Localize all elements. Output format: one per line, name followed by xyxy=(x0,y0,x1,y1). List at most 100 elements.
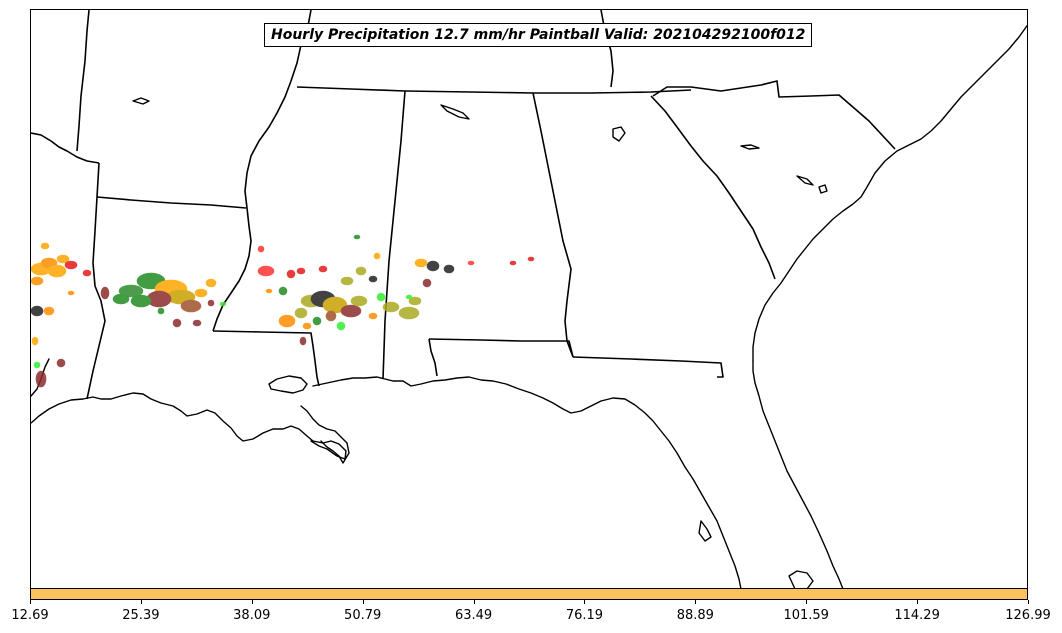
precip-paintball xyxy=(426,260,440,272)
precip-paintball xyxy=(408,296,422,306)
precip-paintball xyxy=(64,260,78,270)
colorbar-tick-label: 101.59 xyxy=(783,608,829,623)
border-ga-fl xyxy=(572,356,724,378)
precip-paintball xyxy=(278,286,288,296)
precip-paintball xyxy=(353,234,361,240)
precip-paintball xyxy=(47,264,67,278)
precip-paintball xyxy=(56,358,66,368)
colorbar-tick-label: 25.39 xyxy=(122,608,160,623)
border-red-river xyxy=(31,132,100,164)
precip-paintball xyxy=(35,370,47,388)
border-al-ga xyxy=(532,92,574,358)
colorbar-tick-label: 114.29 xyxy=(894,608,940,623)
precip-paintball xyxy=(527,256,535,262)
border-nc-va xyxy=(600,10,614,88)
precip-paintball xyxy=(286,269,296,279)
colorbar-tick-mark xyxy=(473,600,475,604)
lake-4 xyxy=(740,144,760,150)
precip-paintball xyxy=(443,264,455,274)
precip-paintball xyxy=(172,318,182,328)
gulf-coastline-west xyxy=(31,392,347,460)
precip-paintball xyxy=(405,294,413,300)
lake-okeechobee xyxy=(788,570,814,590)
precip-paintball xyxy=(194,288,208,298)
precip-paintball xyxy=(355,266,367,276)
precip-paintball xyxy=(100,286,110,300)
lake-3 xyxy=(612,126,626,142)
precip-paintball xyxy=(340,304,362,318)
precip-paintball xyxy=(205,278,217,288)
colorbar-tick-mark xyxy=(30,600,31,604)
precip-paintball xyxy=(296,267,306,275)
precip-paintball xyxy=(31,336,39,346)
border-ms-tn xyxy=(296,86,406,92)
colorbar-tick-mark xyxy=(917,600,919,604)
border-ms-al xyxy=(382,90,406,380)
precip-paintballs xyxy=(31,234,535,388)
precip-paintball xyxy=(56,254,70,264)
precip-paintball xyxy=(467,260,475,266)
precip-paintball xyxy=(312,316,322,326)
precip-paintball xyxy=(294,307,308,319)
precip-paintball xyxy=(299,336,307,346)
lake-5 xyxy=(796,175,814,186)
colorbar-tick-mark xyxy=(806,600,808,604)
precip-paintball xyxy=(382,301,400,313)
lake-6 xyxy=(818,184,828,194)
colorbar-tick-mark xyxy=(695,600,697,604)
border-tx-la xyxy=(86,162,106,400)
precip-paintball xyxy=(207,299,215,307)
colorbar xyxy=(30,588,1028,600)
precip-paintball xyxy=(43,306,55,316)
precip-paintball xyxy=(278,314,296,328)
gulf-coastline-central xyxy=(312,376,742,590)
precip-paintball xyxy=(118,284,144,298)
mississippi-delta xyxy=(300,405,350,464)
precip-paintball xyxy=(340,276,354,286)
colorbar-tick-label: 12.69 xyxy=(11,608,49,623)
precip-paintball xyxy=(265,288,273,294)
tampa-bay xyxy=(698,520,712,542)
precip-paintball xyxy=(373,252,381,260)
lake-2 xyxy=(440,104,470,120)
precip-paintball xyxy=(219,301,227,307)
precip-paintball xyxy=(302,322,312,330)
precip-paintball xyxy=(368,275,378,283)
border-ga-sc xyxy=(650,95,776,280)
border-al-fl-west xyxy=(428,338,438,377)
precip-paintball xyxy=(325,310,337,322)
basemap xyxy=(31,10,1027,590)
map-panel: Hourly Precipitation 12.7 mm/hr Paintbal… xyxy=(30,9,1028,599)
colorbar-tick-label: 63.49 xyxy=(454,608,493,623)
precip-paintball xyxy=(130,294,152,308)
colorbar-tick-mark xyxy=(251,600,253,604)
precip-paintball xyxy=(318,265,328,273)
precip-paintball xyxy=(509,260,517,266)
precip-paintball xyxy=(414,258,428,268)
border-tx-ar xyxy=(76,10,90,152)
border-al-fl xyxy=(428,338,574,358)
precip-paintball xyxy=(180,299,202,313)
colorbar-tick-mark xyxy=(140,600,142,604)
precip-paintball xyxy=(33,361,41,369)
atlantic-coast xyxy=(752,24,1027,362)
border-al-tn xyxy=(404,90,534,94)
precip-paintball xyxy=(112,293,130,305)
precip-paintball xyxy=(336,321,346,331)
precip-paintball xyxy=(157,307,165,315)
precip-paintball xyxy=(257,245,265,253)
border-ar-la xyxy=(96,196,247,209)
colorbar-tick-mark xyxy=(362,600,364,604)
florida-east-coast xyxy=(752,360,844,590)
border-mississippi-river xyxy=(212,10,312,332)
precip-paintball xyxy=(31,276,44,286)
colorbar-tick-label: 50.79 xyxy=(344,608,382,623)
precip-paintball xyxy=(82,269,92,277)
border-la-ms-south xyxy=(212,330,320,387)
lake-1 xyxy=(132,97,150,105)
lake-pontchartrain xyxy=(268,375,308,394)
border-tn-ga-nc xyxy=(533,89,692,94)
colorbar-ticks: 12.69 25.39 38.09 50.79 63.49 76.19 88.89 101.5… xyxy=(0,600,1062,633)
map-title: Hourly Precipitation 12.7 mm/hr Paintbal… xyxy=(264,23,813,47)
precip-paintball xyxy=(376,292,386,302)
